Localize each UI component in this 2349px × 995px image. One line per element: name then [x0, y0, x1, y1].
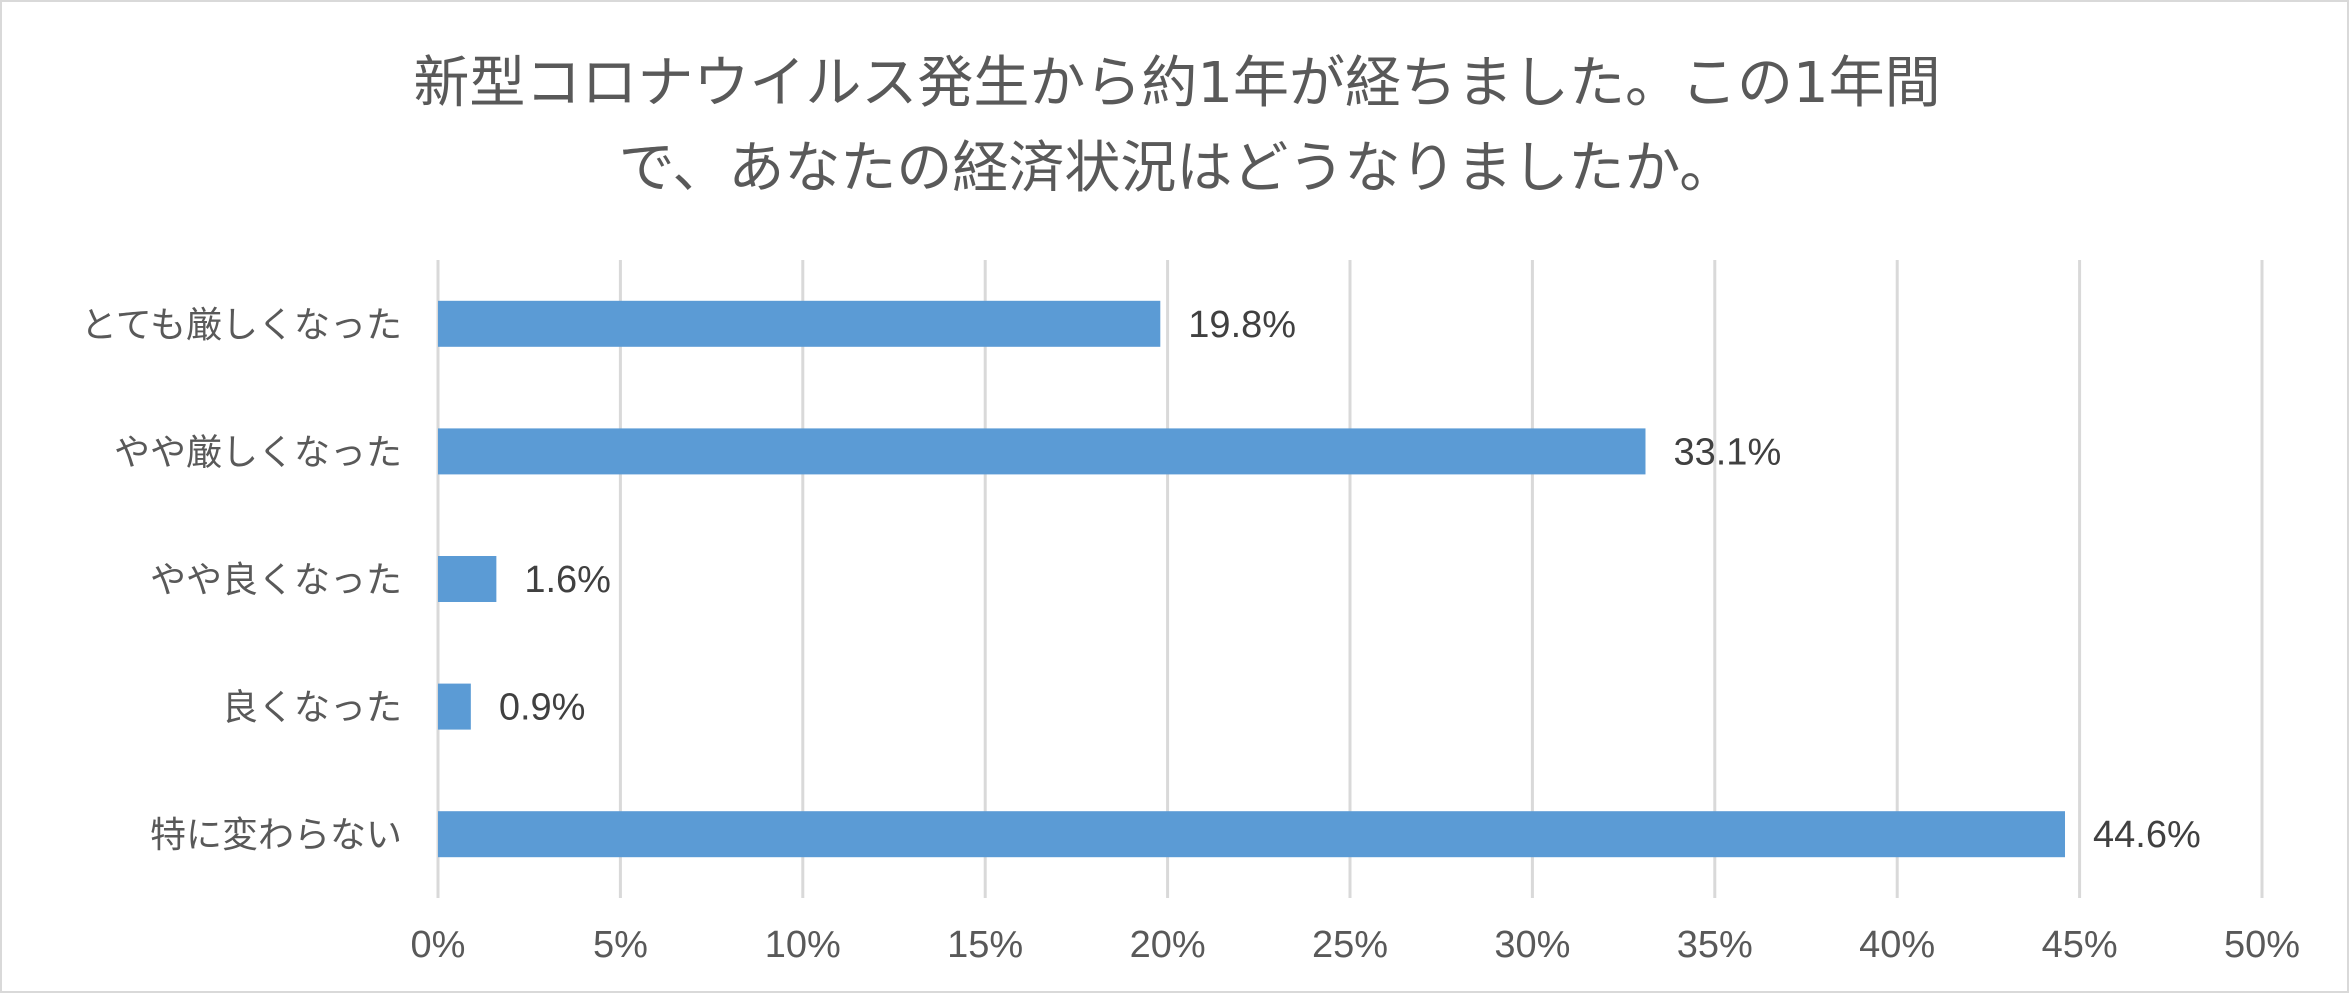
chart-title-line-1: 新型コロナウイルス発生から約1年が経ちました。この1年間: [413, 51, 1940, 116]
x-tick-label: 25%: [1312, 924, 1388, 966]
x-tick-label: 30%: [1494, 924, 1570, 966]
chart-title-line-2: で、あなたの経済状況はどうなりましたか。: [619, 136, 1736, 201]
x-tick-label: 0%: [411, 924, 466, 966]
category-label: やや良くなった: [150, 560, 402, 601]
x-tick-label: 15%: [947, 924, 1023, 966]
bar: [438, 556, 497, 602]
x-tick-label: 40%: [1859, 924, 1935, 966]
data-label: 1.6%: [524, 559, 611, 601]
x-tick-label: 35%: [1677, 924, 1753, 966]
bar: [438, 428, 1646, 475]
bar: [438, 811, 2066, 858]
x-tick-label: 5%: [593, 924, 648, 966]
data-label: 0.9%: [499, 687, 586, 729]
gridlines: [436, 260, 2264, 898]
data-labels: 19.8% 33.1% 1.6% 0.9% 44.6%: [499, 304, 2201, 856]
data-label: 44.6%: [2093, 814, 2201, 856]
x-tick-label: 20%: [1130, 924, 1206, 966]
x-axis-tick-labels: 0% 5% 10% 15% 20% 25% 30% 35% 40% 45% 50%: [411, 924, 2300, 966]
category-label: 良くなった: [222, 688, 402, 729]
category-label: とても厳しくなった: [81, 305, 402, 346]
data-label: 19.8%: [1188, 304, 1296, 346]
x-tick-label: 45%: [2042, 924, 2118, 966]
x-tick-label: 50%: [2224, 924, 2300, 966]
category-label: やや厳しくなった: [114, 432, 402, 473]
chart-title: 新型コロナウイルス発生から約1年が経ちました。この1年間 で、あなたの経済状況は…: [413, 51, 1940, 201]
x-tick-label: 10%: [765, 924, 841, 966]
bars: [438, 300, 2066, 858]
bar: [438, 300, 1161, 347]
data-label: 33.1%: [1673, 431, 1781, 473]
bar: [438, 683, 471, 730]
category-label: 特に変わらない: [150, 815, 402, 856]
